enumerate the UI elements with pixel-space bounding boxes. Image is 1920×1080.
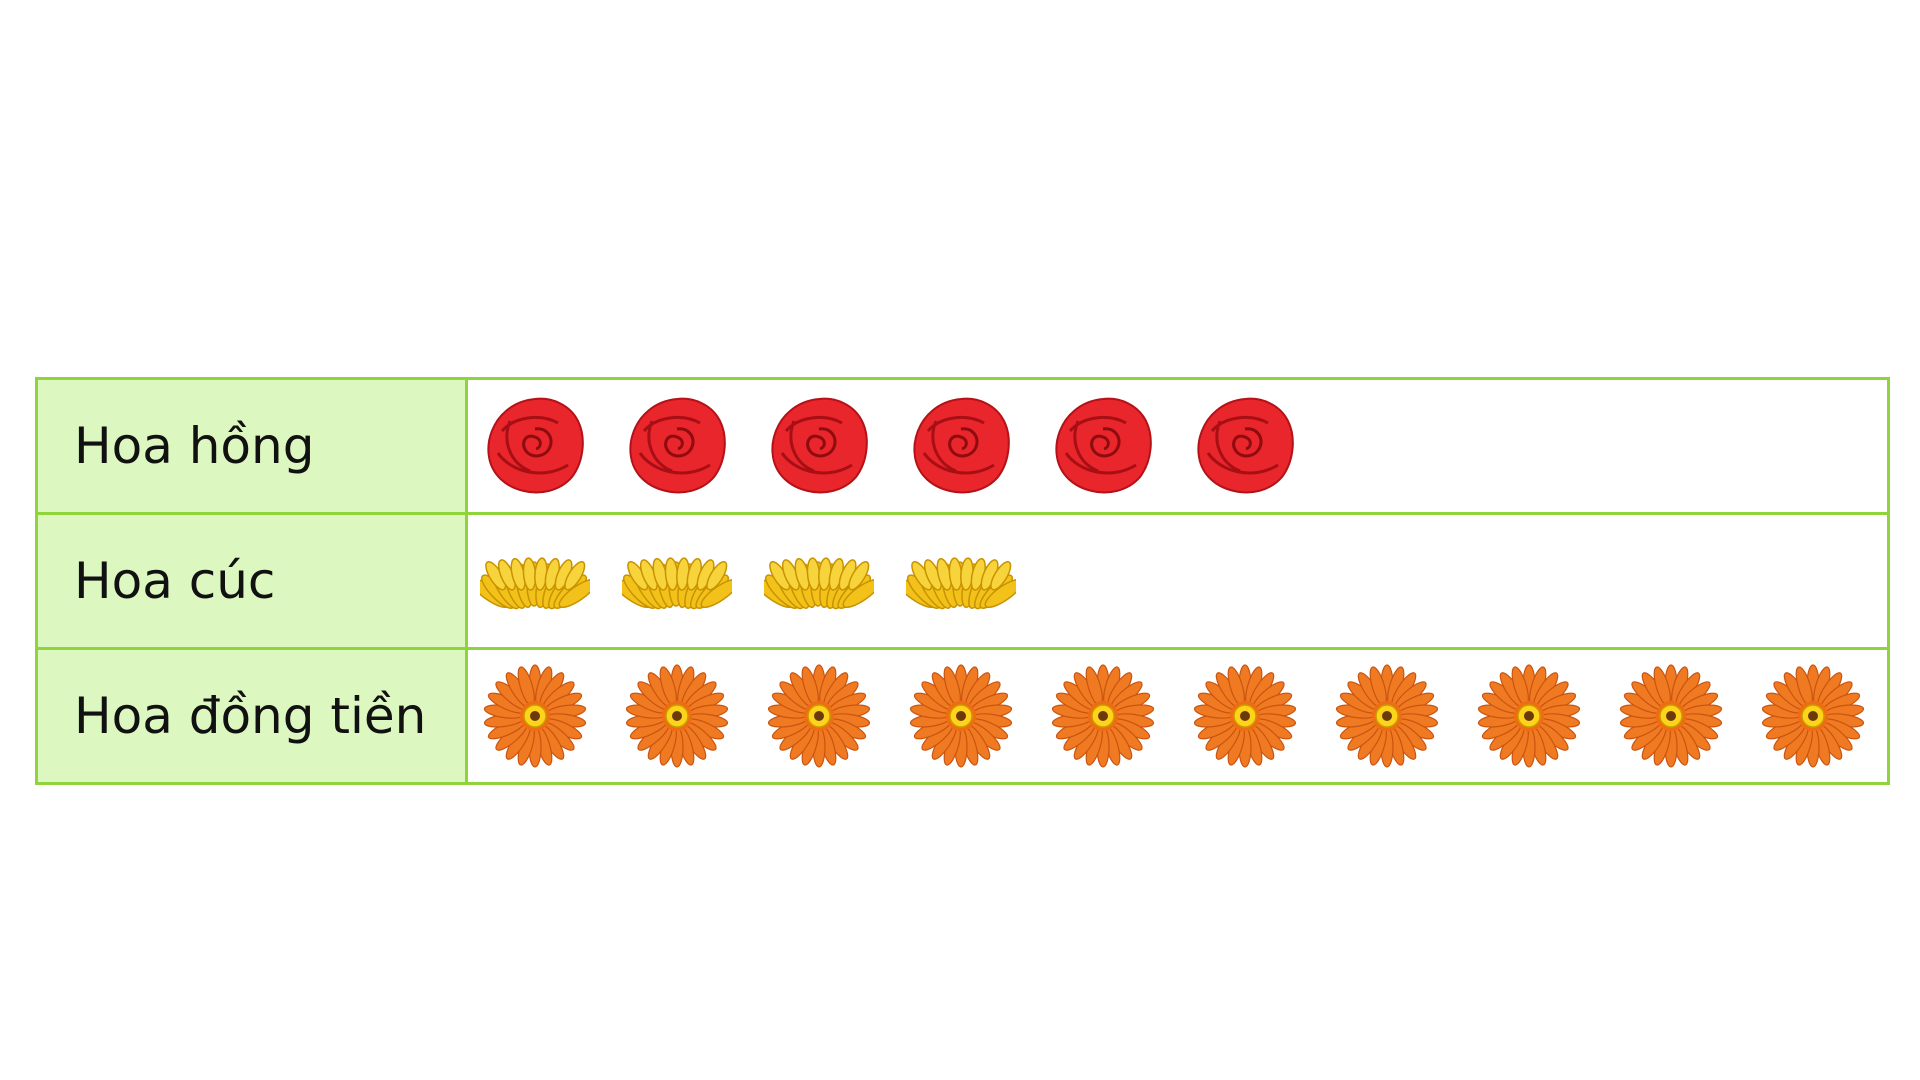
- row-gerbera: Hoa đồng tiền: [35, 647, 1890, 785]
- gerbera-icon: [1051, 664, 1155, 768]
- gerbera-icon: [1619, 664, 1723, 768]
- row-label-rose: Hoa hồng: [35, 377, 468, 515]
- rose-icon: [1197, 397, 1294, 494]
- chrysanthemum-icon: [622, 557, 732, 610]
- rose-icon: [771, 397, 868, 494]
- chrysanthemum-icon: [480, 557, 590, 610]
- gerbera-icon: [767, 664, 871, 768]
- chrysanthemum-icon: [764, 557, 874, 610]
- rose-icon: [629, 397, 726, 494]
- row-label-gerbera: Hoa đồng tiền: [35, 647, 468, 785]
- gerbera-icon: [1335, 664, 1439, 768]
- gerbera-icon: [1477, 664, 1581, 768]
- pictograph-table: Hoa hồng Hoa cúc Hoa đồng tiền: [35, 377, 1890, 785]
- gerbera-icons: [468, 650, 1887, 782]
- rose-icons: [468, 380, 1887, 512]
- chrysanthemum-icons: [468, 515, 1887, 647]
- row-icons-chrysanthemum: [465, 512, 1890, 650]
- row-chrysanthemum: Hoa cúc: [35, 512, 1890, 650]
- gerbera-icon: [483, 664, 587, 768]
- gerbera-icon: [909, 664, 1013, 768]
- rose-icon: [913, 397, 1010, 494]
- row-label-chrysanthemum: Hoa cúc: [35, 512, 468, 650]
- chrysanthemum-icon: [906, 557, 1016, 610]
- rose-icon: [1055, 397, 1152, 494]
- row-icons-gerbera: [465, 647, 1890, 785]
- gerbera-icon: [1193, 664, 1297, 768]
- gerbera-icon: [1761, 664, 1865, 768]
- row-icons-rose: [465, 377, 1890, 515]
- row-rose: Hoa hồng: [35, 377, 1890, 515]
- rose-icon: [487, 397, 584, 494]
- gerbera-icon: [625, 664, 729, 768]
